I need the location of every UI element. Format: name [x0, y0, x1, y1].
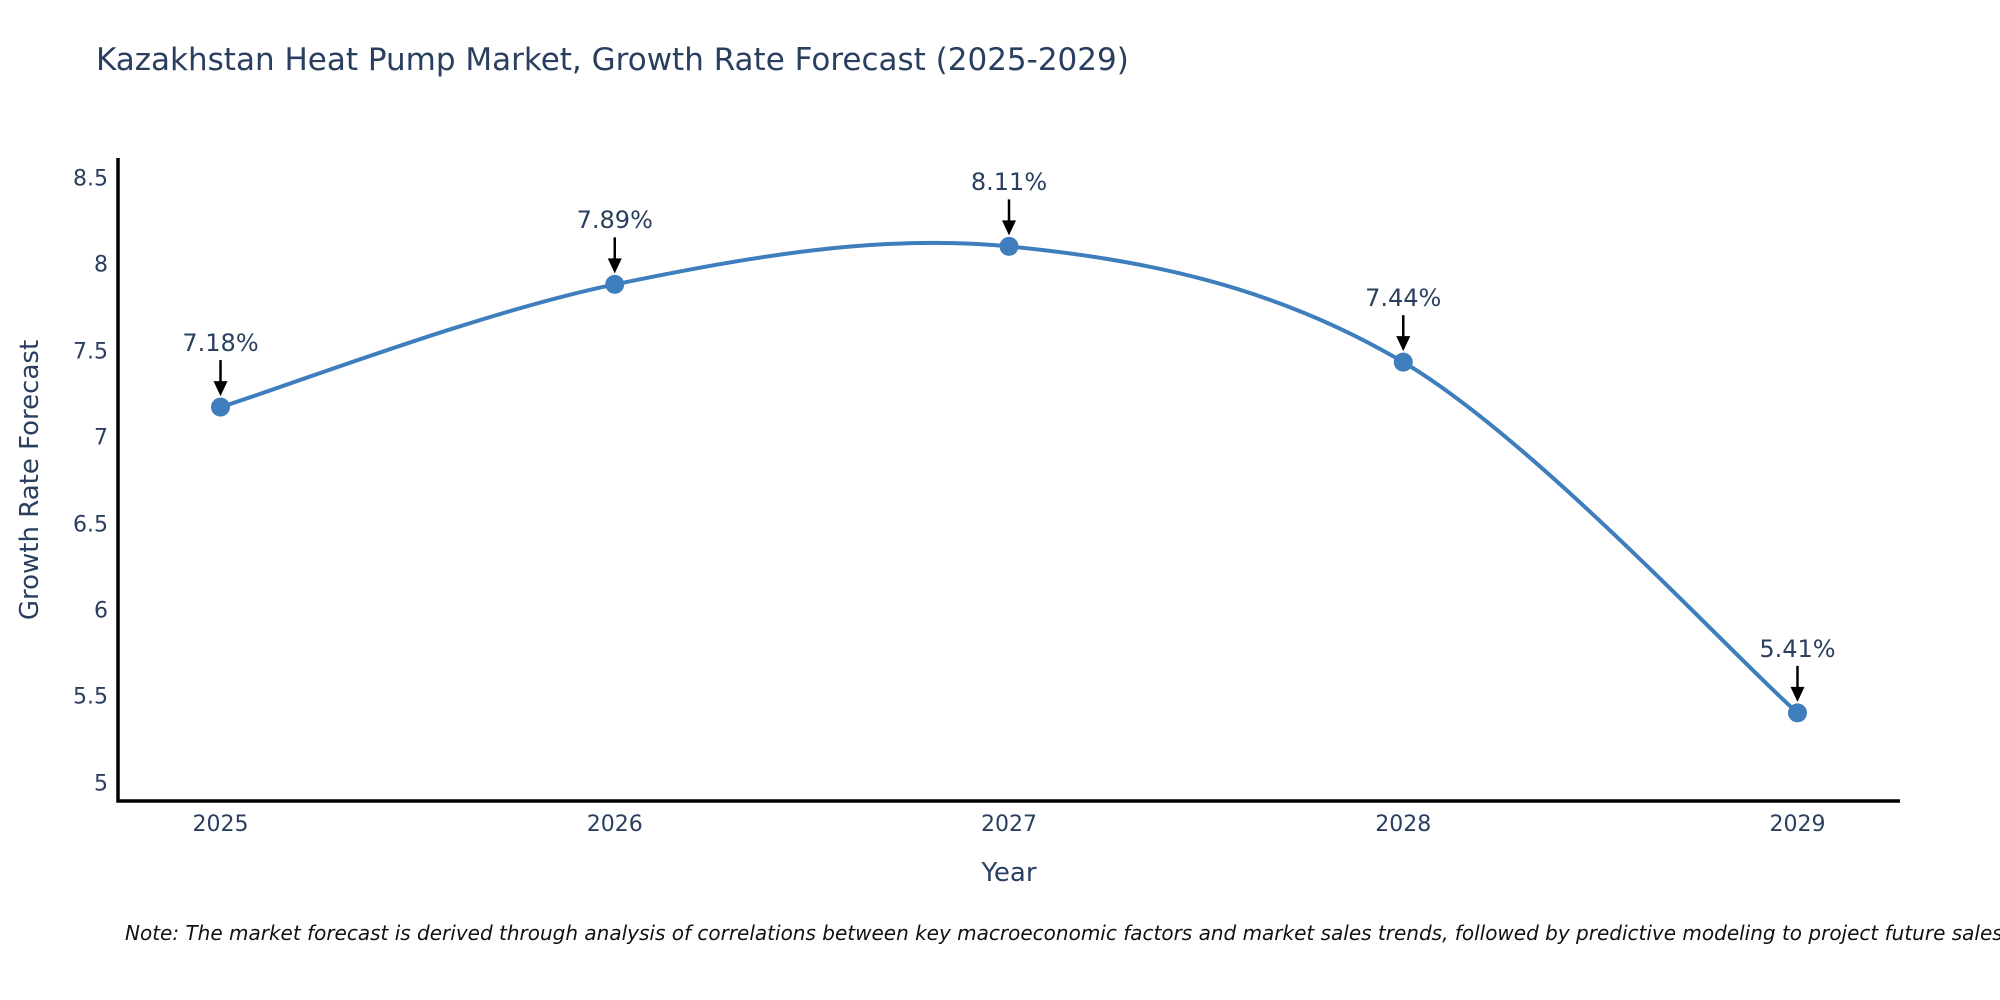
point-annotation-label: 7.18%	[182, 329, 259, 358]
y-tick-label: 8	[94, 252, 108, 278]
x-tick-label: 2028	[1375, 812, 1432, 837]
y-tick-label: 5	[94, 771, 108, 797]
x-tick-label: 2027	[981, 812, 1037, 837]
point-annotation-label: 5.41%	[1759, 634, 1836, 663]
y-tick-label: 6	[94, 598, 108, 624]
point-annotation-label: 8.11%	[970, 168, 1048, 197]
x-tick-label: 2025	[192, 812, 249, 837]
data-point-marker	[999, 236, 1019, 256]
y-tick-label: 8.5	[73, 166, 108, 192]
y-tick-label: 5.5	[73, 684, 108, 710]
x-axis-title: Year	[981, 858, 1037, 888]
annotation-arrowhead	[1002, 220, 1016, 236]
annotation-arrowhead	[213, 381, 228, 397]
data-point-marker	[605, 274, 625, 294]
footnote: Note: The market forecast is derived thr…	[125, 921, 2000, 945]
x-tick-label: 2026	[586, 812, 643, 837]
point-annotation-label: 7.89%	[576, 206, 653, 235]
y-tick-label: 7.5	[73, 339, 108, 365]
x-tick-label: 2029	[1769, 812, 1826, 837]
chart-title: Kazakhstan Heat Pump Market, Growth Rate…	[96, 42, 1129, 78]
data-point-marker	[1393, 352, 1413, 372]
line-series	[219, 240, 1799, 715]
data-point-marker	[211, 397, 231, 417]
annotation-arrowhead	[1790, 686, 1805, 702]
annotation-arrowhead	[607, 258, 622, 274]
y-tick-label: 7	[94, 425, 108, 451]
point-annotation-label: 7.44%	[1365, 284, 1442, 313]
annotation-arrowhead	[1396, 336, 1411, 352]
data-point-marker	[1787, 703, 1807, 723]
axis-lines	[116, 158, 1900, 803]
y-tick-label: 6.5	[73, 512, 108, 538]
